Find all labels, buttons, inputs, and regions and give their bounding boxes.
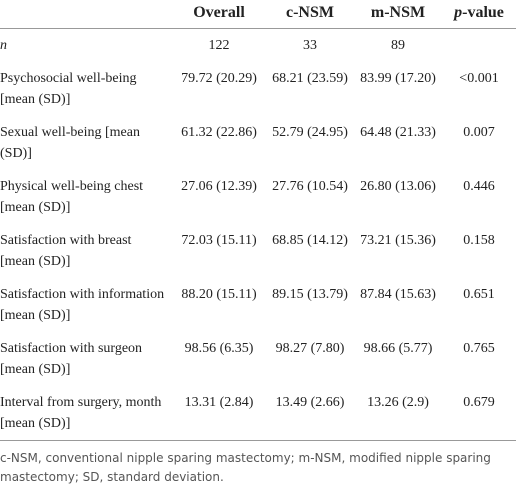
cell: 27.76 (10.54): [272, 179, 348, 194]
table-body: n 122 33 89 Psychosocial well-being [mean (S…: [0, 29, 516, 441]
column-header: p-value: [442, 0, 516, 29]
cell: 0.158: [463, 233, 495, 248]
cell: 64.48 (21.33): [360, 125, 436, 140]
cell: 83.99 (17.20): [360, 71, 436, 86]
cell: 0.446: [463, 179, 495, 194]
table-row: Satisfaction with information [mean (SD)…: [0, 278, 516, 332]
row-label: Satisfaction with surgeon [mean (SD)]: [0, 341, 143, 377]
cell: 61.32 (22.86): [181, 125, 257, 140]
table-row: Interval from surgery, month [mean (SD)]…: [0, 386, 516, 441]
row-label: Sexual well-being [mean (SD)]: [0, 125, 140, 161]
table-row: Satisfaction with surgeon [mean (SD)] 98.…: [0, 332, 516, 386]
row-label: Satisfaction with breast [mean (SD)]: [0, 233, 132, 269]
column-header: Overall: [172, 0, 266, 29]
cell: 88.20 (15.11): [181, 287, 257, 302]
cell: 0.679: [442, 386, 516, 441]
column-header: c-NSM: [266, 0, 354, 29]
cell: 52.79 (24.95): [272, 125, 348, 140]
cell: 33: [303, 38, 317, 53]
table-row: n 122 33 89: [0, 29, 516, 63]
row-label: Interval from surgery, month [mean (SD)]: [0, 386, 172, 441]
cell: 98.56 (6.35): [184, 341, 254, 356]
cell: 13.26 (2.9): [354, 386, 442, 441]
cell: 27.06 (12.39): [181, 179, 257, 194]
cell: 0.765: [463, 341, 495, 356]
cell: 0.651: [463, 287, 495, 302]
cell: 98.66 (5.77): [363, 341, 433, 356]
cell: 26.80 (13.06): [360, 179, 436, 194]
table-row: Physical well-being chest [mean (SD)] 27.…: [0, 170, 516, 224]
table-row: Sexual well-being [mean (SD)] 61.32 (22.8…: [0, 116, 516, 170]
header-row: Overall c-NSM m-NSM p-value: [0, 0, 516, 29]
cell: 13.49 (2.66): [266, 386, 354, 441]
cell: 122: [208, 38, 230, 53]
cell: 89.15 (13.79): [272, 287, 348, 302]
table-row: Psychosocial well-being [mean (SD)] 79.72…: [0, 62, 516, 116]
column-header: [0, 0, 172, 29]
cell: <0.001: [459, 71, 499, 86]
row-label: n: [0, 38, 7, 53]
cell: 0.007: [463, 125, 495, 140]
cell: 98.27 (7.80): [275, 341, 345, 356]
cell: 89: [391, 38, 405, 53]
row-label: Psychosocial well-being [mean (SD)]: [0, 71, 137, 107]
table-row: Satisfaction with breast [mean (SD)] 72.0…: [0, 224, 516, 278]
footnote: c-NSM, conventional nipple sparing maste…: [0, 451, 491, 484]
cell: 68.21 (23.59): [272, 71, 348, 86]
row-label: Satisfaction with information [mean (SD)…: [0, 287, 165, 323]
row-label: Physical well-being chest [mean (SD)]: [0, 179, 144, 215]
cell: 79.72 (20.29): [181, 71, 257, 86]
cell: 87.84 (15.63): [360, 287, 436, 302]
cell: 68.85 (14.12): [272, 233, 348, 248]
data-table: Overall c-NSM m-NSM p-value n 122 33 89 Psychos…: [0, 0, 516, 441]
cell: 13.31 (2.84): [172, 386, 266, 441]
column-header: m-NSM: [354, 0, 442, 29]
cell: 72.03 (15.11): [181, 233, 257, 248]
cell: [442, 29, 516, 63]
cell: 73.21 (15.36): [360, 233, 436, 248]
